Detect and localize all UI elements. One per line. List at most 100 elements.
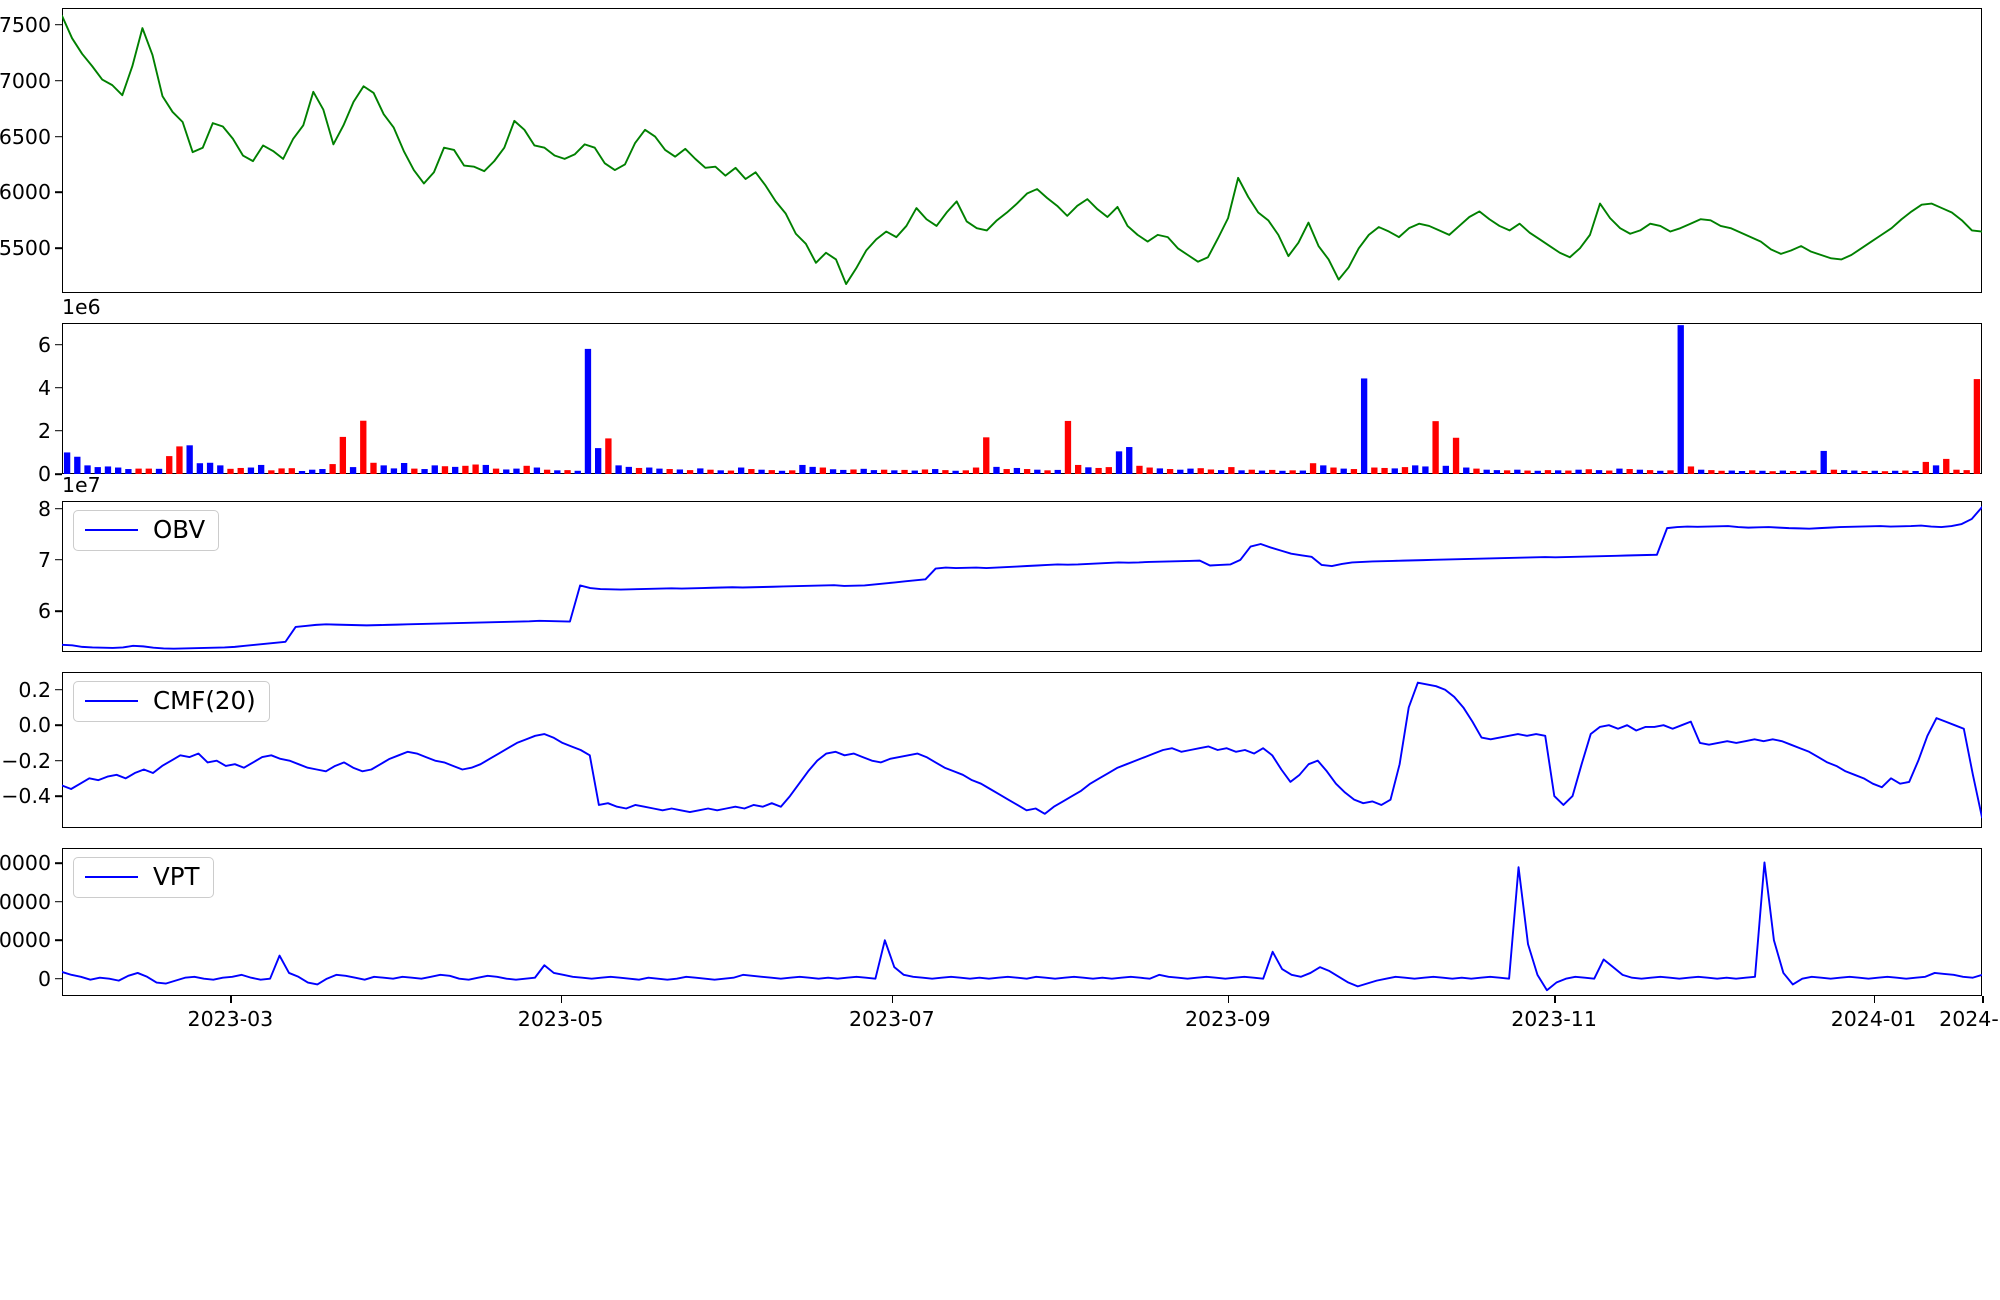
cmf-y-tick-label: 0.2 bbox=[18, 677, 51, 702]
price-y-tick-mark bbox=[55, 23, 62, 26]
cmf-legend: CMF(20) bbox=[73, 681, 270, 722]
volume-bar bbox=[452, 466, 459, 474]
volume-bar bbox=[1115, 451, 1123, 474]
volume-bar bbox=[1228, 467, 1235, 474]
volume-bar bbox=[421, 469, 428, 474]
volume-bar bbox=[1759, 470, 1766, 474]
volume-bar bbox=[125, 469, 132, 474]
volume-bar bbox=[1575, 469, 1582, 474]
volume-bar bbox=[656, 468, 663, 474]
volume-bar bbox=[1544, 470, 1552, 474]
x-tick-label: 2024-03 bbox=[1939, 1007, 2000, 1031]
vpt-y-tick-mark bbox=[55, 901, 62, 903]
volume-bar bbox=[247, 467, 255, 474]
volume-bar bbox=[1136, 465, 1143, 474]
volume-bar bbox=[635, 467, 643, 474]
volume-bar bbox=[380, 465, 387, 474]
price-y-tick-label: 6000 bbox=[0, 180, 51, 205]
x-tick-mark bbox=[560, 996, 563, 1003]
volume-y-tick-label: 2 bbox=[37, 418, 51, 443]
price-y-tick-label: 7500 bbox=[0, 12, 51, 37]
vpt-y-tick-label: 400000 bbox=[0, 889, 51, 914]
volume-bar bbox=[1371, 467, 1378, 474]
volume-bar bbox=[1289, 470, 1296, 474]
volume-bar bbox=[972, 467, 980, 474]
cmf-y-tick-mark bbox=[55, 724, 62, 726]
volume-bar bbox=[1953, 469, 1960, 474]
x-tick-mark bbox=[1982, 996, 1984, 1003]
volume-bar bbox=[1054, 469, 1061, 474]
volume-bar bbox=[145, 468, 152, 474]
vpt-axes-frame bbox=[62, 848, 1982, 996]
volume-bar bbox=[789, 470, 796, 474]
obv-exponent-label: 1e7 bbox=[62, 473, 101, 497]
obv-y-tick-label: 7 bbox=[37, 547, 51, 572]
volume-bar bbox=[1013, 467, 1021, 474]
obv-panel: 1e7 6 7 8 OBV bbox=[38, 473, 1982, 652]
volume-bar bbox=[1340, 468, 1347, 474]
vpt-legend-line-swatch bbox=[85, 876, 138, 879]
volume-bar bbox=[1075, 464, 1082, 474]
volume-bar bbox=[962, 470, 969, 474]
volume-bar bbox=[543, 469, 551, 474]
volume-bar bbox=[1330, 467, 1337, 474]
volume-bar bbox=[1626, 469, 1633, 474]
volume-bar bbox=[1514, 469, 1521, 474]
obv-line-plot bbox=[62, 501, 1982, 652]
volume-bar bbox=[1718, 470, 1725, 474]
price-y-tick-label: 7000 bbox=[0, 68, 51, 93]
volume-bar bbox=[462, 465, 469, 474]
volume-bar bbox=[697, 468, 704, 474]
volume-bar bbox=[1003, 469, 1010, 474]
volume-bar bbox=[288, 468, 295, 474]
price-line-plot bbox=[62, 8, 1982, 293]
volume-bar bbox=[206, 462, 214, 474]
volume-bar bbox=[1432, 421, 1439, 474]
volume-bar bbox=[993, 466, 1000, 474]
volume-bar bbox=[860, 468, 867, 474]
vpt-y-tick-label: 200000 bbox=[0, 928, 51, 953]
volume-bar bbox=[1943, 458, 1950, 474]
volume-bar bbox=[1861, 470, 1868, 474]
volume-bar bbox=[1646, 470, 1654, 474]
volume-bar bbox=[1912, 470, 1919, 474]
cmf-y-tick-mark bbox=[55, 688, 62, 691]
price-series-path bbox=[62, 16, 1982, 284]
volume-bar bbox=[1412, 465, 1419, 474]
cmf-line-plot bbox=[62, 672, 1982, 828]
volume-bar bbox=[1973, 379, 1981, 474]
volume-bar bbox=[1442, 465, 1449, 474]
volume-bar bbox=[748, 469, 755, 474]
cmf-y-tick-label: −0.4 bbox=[1, 784, 51, 809]
volume-bar bbox=[1503, 470, 1511, 474]
price-panel: 5500 6000 6500 7000 7500 bbox=[0, 8, 1982, 293]
obv-y-tick-mark bbox=[55, 559, 62, 561]
vpt-y-tick-mark bbox=[55, 862, 62, 865]
obv-y-tick-mark bbox=[55, 610, 62, 612]
volume-bar bbox=[503, 469, 510, 474]
volume-bar bbox=[370, 462, 377, 474]
volume-bar bbox=[329, 464, 336, 474]
volume-bar bbox=[227, 468, 234, 474]
volume-bar bbox=[1309, 463, 1317, 474]
x-tick-label: 2023-11 bbox=[1511, 1007, 1597, 1031]
volume-bar bbox=[1606, 470, 1613, 474]
volume-bar bbox=[1381, 467, 1388, 474]
volume-bar bbox=[309, 469, 316, 474]
obv-axes-frame bbox=[62, 501, 1982, 652]
volume-bar bbox=[1565, 470, 1572, 474]
volume-bar bbox=[1892, 470, 1899, 474]
volume-bar bbox=[1738, 470, 1746, 474]
vpt-panel: 0 200000 400000 600000 VPT 2023-03 2023-05 20… bbox=[0, 848, 2000, 1031]
volume-bar bbox=[63, 452, 71, 474]
volume-bar bbox=[74, 456, 81, 474]
volume-bar bbox=[1156, 468, 1164, 474]
obv-legend-label: OBV bbox=[153, 515, 206, 544]
volume-bar bbox=[1749, 470, 1756, 474]
volume-bar bbox=[523, 465, 530, 474]
cmf-y-tick-mark bbox=[55, 759, 62, 762]
volume-bar bbox=[1779, 470, 1787, 474]
obv-legend-line-swatch bbox=[85, 529, 138, 532]
volume-bar bbox=[1320, 465, 1327, 474]
volume-y-tick-mark bbox=[55, 430, 62, 432]
